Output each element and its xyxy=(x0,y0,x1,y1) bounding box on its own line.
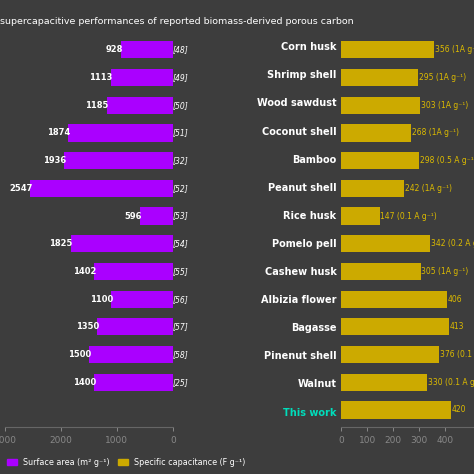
Text: Shrimp shell: Shrimp shell xyxy=(267,70,337,80)
Bar xyxy=(121,41,173,58)
Bar xyxy=(341,235,430,252)
Text: [54]: [54] xyxy=(173,239,189,248)
Bar xyxy=(341,263,420,280)
Text: Albizia flower: Albizia flower xyxy=(261,295,337,305)
Bar xyxy=(341,124,411,142)
Text: 242 (1A g⁻¹): 242 (1A g⁻¹) xyxy=(405,184,452,193)
Text: 596: 596 xyxy=(124,211,142,220)
Text: [56]: [56] xyxy=(173,295,189,304)
Text: [55]: [55] xyxy=(173,267,189,276)
Bar xyxy=(341,69,418,86)
Bar xyxy=(68,124,173,142)
Text: 305 (1A g⁻¹): 305 (1A g⁻¹) xyxy=(421,267,469,276)
Text: 1500: 1500 xyxy=(68,350,91,359)
Text: Peanut shell: Peanut shell xyxy=(268,183,337,193)
Text: 1350: 1350 xyxy=(76,322,100,331)
Bar xyxy=(89,346,173,363)
Text: This work: This work xyxy=(283,408,337,418)
Text: [48]: [48] xyxy=(173,46,189,55)
Text: [50]: [50] xyxy=(173,100,189,109)
Text: Pinenut shell: Pinenut shell xyxy=(264,351,337,361)
Text: 268 (1A g⁻¹): 268 (1A g⁻¹) xyxy=(412,128,459,137)
Bar xyxy=(30,180,173,197)
Text: Pomelo pell: Pomelo pell xyxy=(272,239,337,249)
Text: Cashew husk: Cashew husk xyxy=(264,267,337,277)
Bar xyxy=(341,291,447,308)
Text: 295 (1A g⁻¹): 295 (1A g⁻¹) xyxy=(419,73,466,82)
Text: Bamboo: Bamboo xyxy=(292,155,337,164)
Text: 376 (0.1 A g⁻¹): 376 (0.1 A g⁻¹) xyxy=(440,350,474,359)
Bar xyxy=(341,41,434,58)
Bar xyxy=(341,401,451,419)
Bar xyxy=(71,235,173,252)
Text: 1400: 1400 xyxy=(73,378,97,387)
Text: Wood sawdust: Wood sawdust xyxy=(257,99,337,109)
Text: 298 (0.5 A g⁻¹): 298 (0.5 A g⁻¹) xyxy=(419,156,474,165)
Bar xyxy=(341,208,380,225)
Text: 2547: 2547 xyxy=(9,184,32,193)
Text: 1936: 1936 xyxy=(44,156,67,165)
Bar xyxy=(341,346,439,363)
Bar xyxy=(94,374,173,391)
Bar xyxy=(94,263,173,280)
Bar xyxy=(107,97,173,114)
Text: 928: 928 xyxy=(106,46,123,55)
Text: Walnut: Walnut xyxy=(298,380,337,390)
Text: Rice husk: Rice husk xyxy=(283,211,337,221)
Text: [52]: [52] xyxy=(173,184,189,193)
Text: 1825: 1825 xyxy=(49,239,73,248)
Text: [53]: [53] xyxy=(173,211,189,220)
Text: [51]: [51] xyxy=(173,128,189,137)
Bar xyxy=(341,97,420,114)
Text: [58]: [58] xyxy=(173,350,189,359)
Text: supercapacitive performances of reported biomass-derived porous carbon: supercapacitive performances of reported… xyxy=(0,17,354,26)
Text: 1185: 1185 xyxy=(85,100,109,109)
Text: [32]: [32] xyxy=(173,156,189,165)
Text: Coconut shell: Coconut shell xyxy=(262,127,337,137)
Bar xyxy=(341,180,404,197)
Text: 413: 413 xyxy=(449,322,464,331)
Legend: Surface area (m² g⁻¹), Specific capacitance (F g⁻¹): Surface area (m² g⁻¹), Specific capacita… xyxy=(4,455,249,470)
Text: [57]: [57] xyxy=(173,322,189,331)
Text: 1100: 1100 xyxy=(91,295,114,304)
Text: Corn husk: Corn husk xyxy=(281,42,337,52)
Text: 1402: 1402 xyxy=(73,267,97,276)
Bar xyxy=(97,318,173,336)
Text: [25]: [25] xyxy=(173,378,189,387)
Bar xyxy=(111,291,173,308)
Bar xyxy=(110,69,173,86)
Text: 1113: 1113 xyxy=(90,73,113,82)
Text: Bagasse: Bagasse xyxy=(291,323,337,333)
Text: [49]: [49] xyxy=(173,73,189,82)
Text: 147 (0.1 A g⁻¹): 147 (0.1 A g⁻¹) xyxy=(380,211,437,220)
Text: 1874: 1874 xyxy=(47,128,70,137)
Text: 420: 420 xyxy=(451,405,466,414)
Text: 406: 406 xyxy=(448,295,462,304)
Bar xyxy=(139,208,173,225)
Bar xyxy=(341,152,419,169)
Text: 303 (1A g⁻¹): 303 (1A g⁻¹) xyxy=(421,100,468,109)
Bar xyxy=(341,318,449,336)
Text: 342 (0.2 A g⁻¹): 342 (0.2 A g⁻¹) xyxy=(431,239,474,248)
Bar xyxy=(341,374,427,391)
Text: 330 (0.1 A g⁻¹): 330 (0.1 A g⁻¹) xyxy=(428,378,474,387)
Bar xyxy=(64,152,173,169)
Text: 356 (1A g⁻¹): 356 (1A g⁻¹) xyxy=(435,46,474,55)
